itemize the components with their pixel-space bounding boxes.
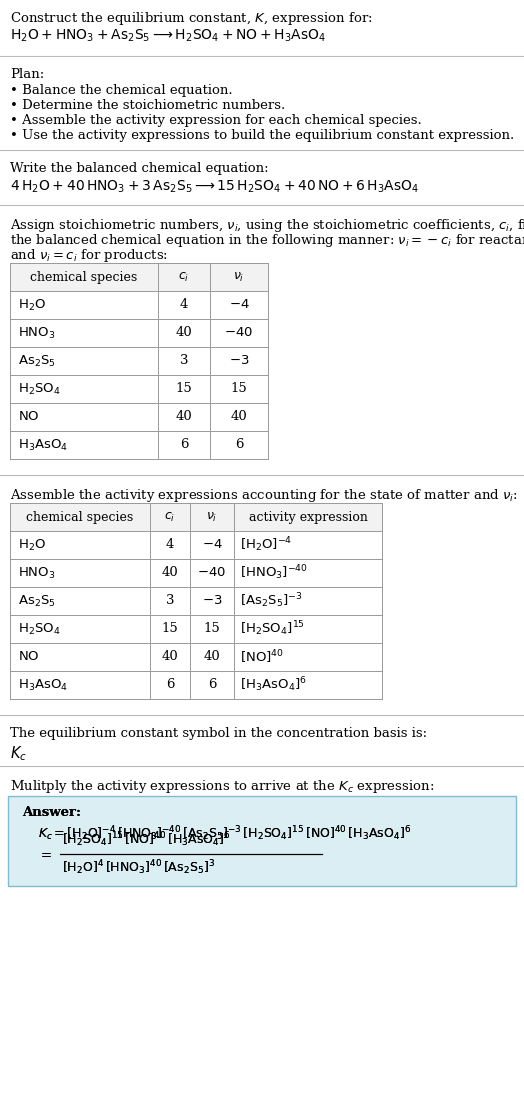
Text: $[\mathrm{NO}]^{40}$: $[\mathrm{NO}]^{40}$ [240,649,284,666]
Text: The equilibrium constant symbol in the concentration basis is:: The equilibrium constant symbol in the c… [10,727,427,740]
Text: Mulitply the activity expressions to arrive at the $K_c$ expression:: Mulitply the activity expressions to arr… [10,778,434,794]
Bar [10,503,382,532]
Text: activity expression: activity expression [248,511,367,524]
Text: • Determine the stoichiometric numbers.: • Determine the stoichiometric numbers. [10,99,285,112]
Text: 40: 40 [161,651,178,663]
Text: $[\mathrm{H_2O}]^{-4}$: $[\mathrm{H_2O}]^{-4}$ [240,536,292,555]
Text: $[\mathrm{H_2SO_4}]^{15}\,[\mathrm{NO}]^{40}\,[\mathrm{H_3AsO_4}]^{6}$: $[\mathrm{H_2SO_4}]^{15}\,[\mathrm{NO}]^… [62,831,231,850]
Text: 6: 6 [235,439,243,452]
Text: $\mathrm{H_2O + HNO_3 + As_2S_5 \longrightarrow H_2SO_4 + NO + H_3AsO_4}$: $\mathrm{H_2O + HNO_3 + As_2S_5 \longrig… [10,28,326,44]
Text: $\mathrm{HNO_3}$: $\mathrm{HNO_3}$ [18,326,56,340]
Text: 40: 40 [176,326,192,339]
Text: $\mathrm{NO}$: $\mathrm{NO}$ [18,651,40,663]
Text: $\nu_i$: $\nu_i$ [206,511,217,524]
Text: $[\mathrm{H_2SO_4}]^{15}$: $[\mathrm{H_2SO_4}]^{15}$ [240,620,305,639]
Text: • Balance the chemical equation.: • Balance the chemical equation. [10,84,233,97]
Text: $[\mathrm{HNO_3}]^{-40}$: $[\mathrm{HNO_3}]^{-40}$ [240,564,308,582]
Text: $-3$: $-3$ [202,594,222,608]
Text: $K_c = [\mathrm{H_2O}]^{-4}\,[\mathrm{HNO_3}]^{-40}\,[\mathrm{As_2S_5}]^{-3}\,[\: $K_c = [\mathrm{H_2O}]^{-4}\,[\mathrm{HN… [38,824,411,843]
Text: $c_i$: $c_i$ [165,511,176,524]
Text: $[\mathrm{H_2O}]^{4}\,[\mathrm{HNO_3}]^{40}\,[\mathrm{As_2S_5}]^{3}$: $[\mathrm{H_2O}]^{4}\,[\mathrm{HNO_3}]^{… [62,859,215,877]
Text: 15: 15 [231,382,247,396]
Text: 3: 3 [166,594,174,608]
Text: • Assemble the activity expression for each chemical species.: • Assemble the activity expression for e… [10,114,422,127]
Text: $\mathrm{H_2SO_4}$: $\mathrm{H_2SO_4}$ [18,621,61,636]
Text: $[\mathrm{H_2SO_4}]^{15}\,[\mathrm{NO}]^{40}\,[\mathrm{H_3AsO_4}]^{6}$: $[\mathrm{H_2SO_4}]^{15}\,[\mathrm{NO}]^… [62,831,231,850]
Text: $\mathrm{NO}$: $\mathrm{NO}$ [18,410,40,423]
Text: Assign stoichiometric numbers, $\nu_i$, using the stoichiometric coefficients, $: Assign stoichiometric numbers, $\nu_i$, … [10,217,524,234]
Text: Plan:: Plan: [10,69,44,81]
Text: 6: 6 [166,678,174,692]
Text: 3: 3 [180,355,188,368]
Text: 15: 15 [161,622,178,635]
Text: $\mathrm{H_2O}$: $\mathrm{H_2O}$ [18,297,46,313]
Text: $=$: $=$ [38,848,52,861]
Text: Answer:: Answer: [22,806,81,819]
Text: 6: 6 [180,439,188,452]
Text: Write the balanced chemical equation:: Write the balanced chemical equation: [10,162,269,175]
Text: 40: 40 [161,567,178,579]
Text: $-3$: $-3$ [229,355,249,368]
Text: $\nu_i$: $\nu_i$ [233,271,245,284]
Text: $4\,\mathrm{H_2O + 40\,HNO_3 + 3\,As_2S_5 \longrightarrow 15\,H_2SO_4 + 40\,NO +: $4\,\mathrm{H_2O + 40\,HNO_3 + 3\,As_2S_… [10,179,419,196]
Text: chemical species: chemical species [26,511,134,524]
Text: $K_c = [\mathrm{H_2O}]^{-4}\,[\mathrm{HNO_3}]^{-40}\,[\mathrm{As_2S_5}]^{-3}\,[\: $K_c = [\mathrm{H_2O}]^{-4}\,[\mathrm{HN… [38,824,411,843]
Text: $c_i$: $c_i$ [178,271,190,284]
Bar [10,263,268,291]
Text: chemical species: chemical species [30,271,138,284]
Text: 40: 40 [176,410,192,423]
Text: $\mathrm{H_3AsO_4}$: $\mathrm{H_3AsO_4}$ [18,677,68,693]
Text: $[\mathrm{As_2S_5}]^{-3}$: $[\mathrm{As_2S_5}]^{-3}$ [240,591,302,610]
Text: the balanced chemical equation in the following manner: $\nu_i = -c_i$ for react: the balanced chemical equation in the fo… [10,232,524,249]
Text: 15: 15 [204,622,221,635]
FancyBboxPatch shape [8,796,516,886]
Text: $-4$: $-4$ [228,298,249,312]
Text: $\mathrm{H_3AsO_4}$: $\mathrm{H_3AsO_4}$ [18,438,68,453]
Text: 4: 4 [180,298,188,312]
Text: $-40$: $-40$ [224,326,254,339]
Text: 40: 40 [231,410,247,423]
Text: $K_c$: $K_c$ [10,744,27,762]
Text: 15: 15 [176,382,192,396]
Text: $[\mathrm{H_2O}]^{4}\,[\mathrm{HNO_3}]^{40}\,[\mathrm{As_2S_5}]^{3}$: $[\mathrm{H_2O}]^{4}\,[\mathrm{HNO_3}]^{… [62,859,215,877]
Text: 6: 6 [208,678,216,692]
Text: Construct the equilibrium constant, $K$, expression for:: Construct the equilibrium constant, $K$,… [10,10,373,27]
Text: $=$: $=$ [38,848,52,861]
Text: $[\mathrm{H_3AsO_4}]^{6}$: $[\mathrm{H_3AsO_4}]^{6}$ [240,675,307,694]
Text: $\mathrm{H_2SO_4}$: $\mathrm{H_2SO_4}$ [18,381,61,397]
Text: and $\nu_i = c_i$ for products:: and $\nu_i = c_i$ for products: [10,248,168,264]
Text: $-40$: $-40$ [198,567,226,579]
Text: $-4$: $-4$ [202,538,222,551]
Text: • Use the activity expressions to build the equilibrium constant expression.: • Use the activity expressions to build … [10,129,514,143]
Text: $\mathrm{As_2S_5}$: $\mathrm{As_2S_5}$ [18,354,56,369]
Text: $\mathrm{As_2S_5}$: $\mathrm{As_2S_5}$ [18,593,56,609]
Text: 4: 4 [166,538,174,551]
Text: Answer:: Answer: [22,806,81,819]
Text: Assemble the activity expressions accounting for the state of matter and $\nu_i$: Assemble the activity expressions accoun… [10,487,518,504]
Text: 40: 40 [204,651,221,663]
Text: $\mathrm{HNO_3}$: $\mathrm{HNO_3}$ [18,566,56,580]
Text: $\mathrm{H_2O}$: $\mathrm{H_2O}$ [18,537,46,552]
